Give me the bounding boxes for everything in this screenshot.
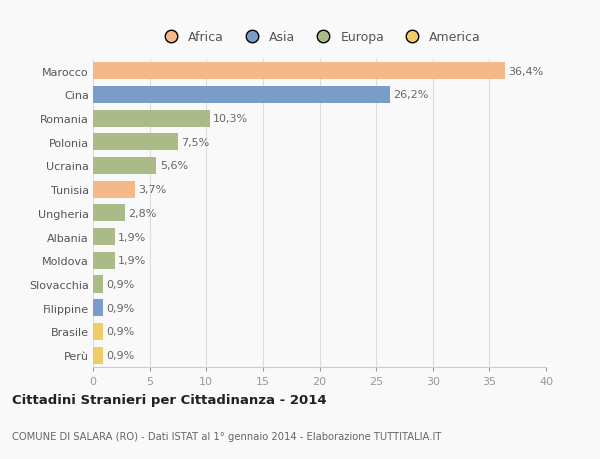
Bar [93, 134, 178, 151]
Text: 26,2%: 26,2% [393, 90, 428, 100]
Bar [93, 229, 115, 246]
Bar [93, 157, 157, 174]
Text: 0,9%: 0,9% [107, 327, 135, 337]
Text: 10,3%: 10,3% [213, 114, 248, 124]
Bar [93, 323, 103, 340]
Bar [93, 87, 390, 104]
Text: 3,7%: 3,7% [139, 185, 167, 195]
Text: 0,9%: 0,9% [107, 280, 135, 289]
Bar [93, 252, 115, 269]
Bar [93, 63, 505, 80]
Text: 7,5%: 7,5% [181, 138, 209, 147]
Text: 36,4%: 36,4% [509, 67, 544, 77]
Bar [93, 181, 135, 198]
Text: Cittadini Stranieri per Cittadinanza - 2014: Cittadini Stranieri per Cittadinanza - 2… [12, 393, 326, 406]
Text: 1,9%: 1,9% [118, 256, 146, 266]
Bar [93, 276, 103, 293]
Bar [93, 300, 103, 317]
Text: 0,9%: 0,9% [107, 350, 135, 360]
Bar [93, 205, 125, 222]
Text: COMUNE DI SALARA (RO) - Dati ISTAT al 1° gennaio 2014 - Elaborazione TUTTITALIA.: COMUNE DI SALARA (RO) - Dati ISTAT al 1°… [12, 431, 442, 441]
Text: 0,9%: 0,9% [107, 303, 135, 313]
Bar [93, 347, 103, 364]
Text: 1,9%: 1,9% [118, 232, 146, 242]
Bar [93, 110, 209, 127]
Legend: Africa, Asia, Europa, America: Africa, Asia, Europa, America [153, 26, 486, 49]
Text: 5,6%: 5,6% [160, 161, 188, 171]
Text: 2,8%: 2,8% [128, 208, 157, 218]
